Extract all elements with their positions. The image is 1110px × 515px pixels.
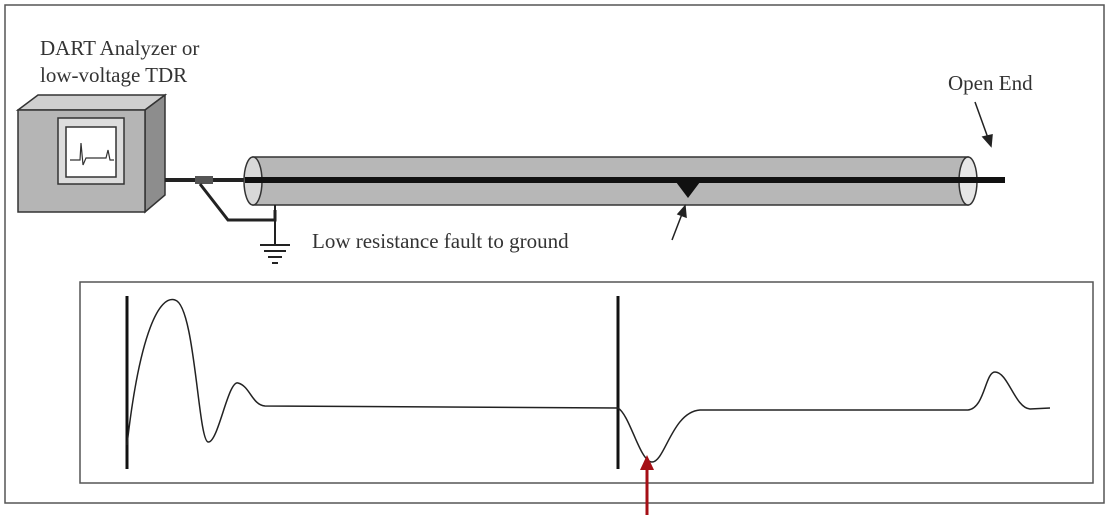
fault-label: Low resistance fault to ground (312, 229, 569, 253)
open-end-label: Open End (948, 71, 1033, 95)
arrow-head (981, 134, 993, 148)
fault-arrow (671, 213, 683, 241)
highlight-arrow-head (640, 455, 654, 470)
fault-marker (676, 182, 700, 198)
pointer-arrows (671, 101, 993, 241)
waveform-panel (79, 281, 1094, 484)
tdr-waveform (126, 298, 1051, 463)
device-side (144, 93, 166, 214)
device-trace (70, 142, 114, 166)
tdr-device (15, 93, 168, 214)
arrow-head (676, 204, 687, 219)
cable (165, 156, 1005, 264)
device-top (15, 94, 168, 111)
device-label-line: low-voltage TDR (40, 63, 187, 87)
ground-symbol (260, 244, 290, 264)
connector (195, 176, 213, 184)
open-end-arrow (974, 101, 989, 139)
device-label-line: DART Analyzer or (40, 36, 199, 60)
